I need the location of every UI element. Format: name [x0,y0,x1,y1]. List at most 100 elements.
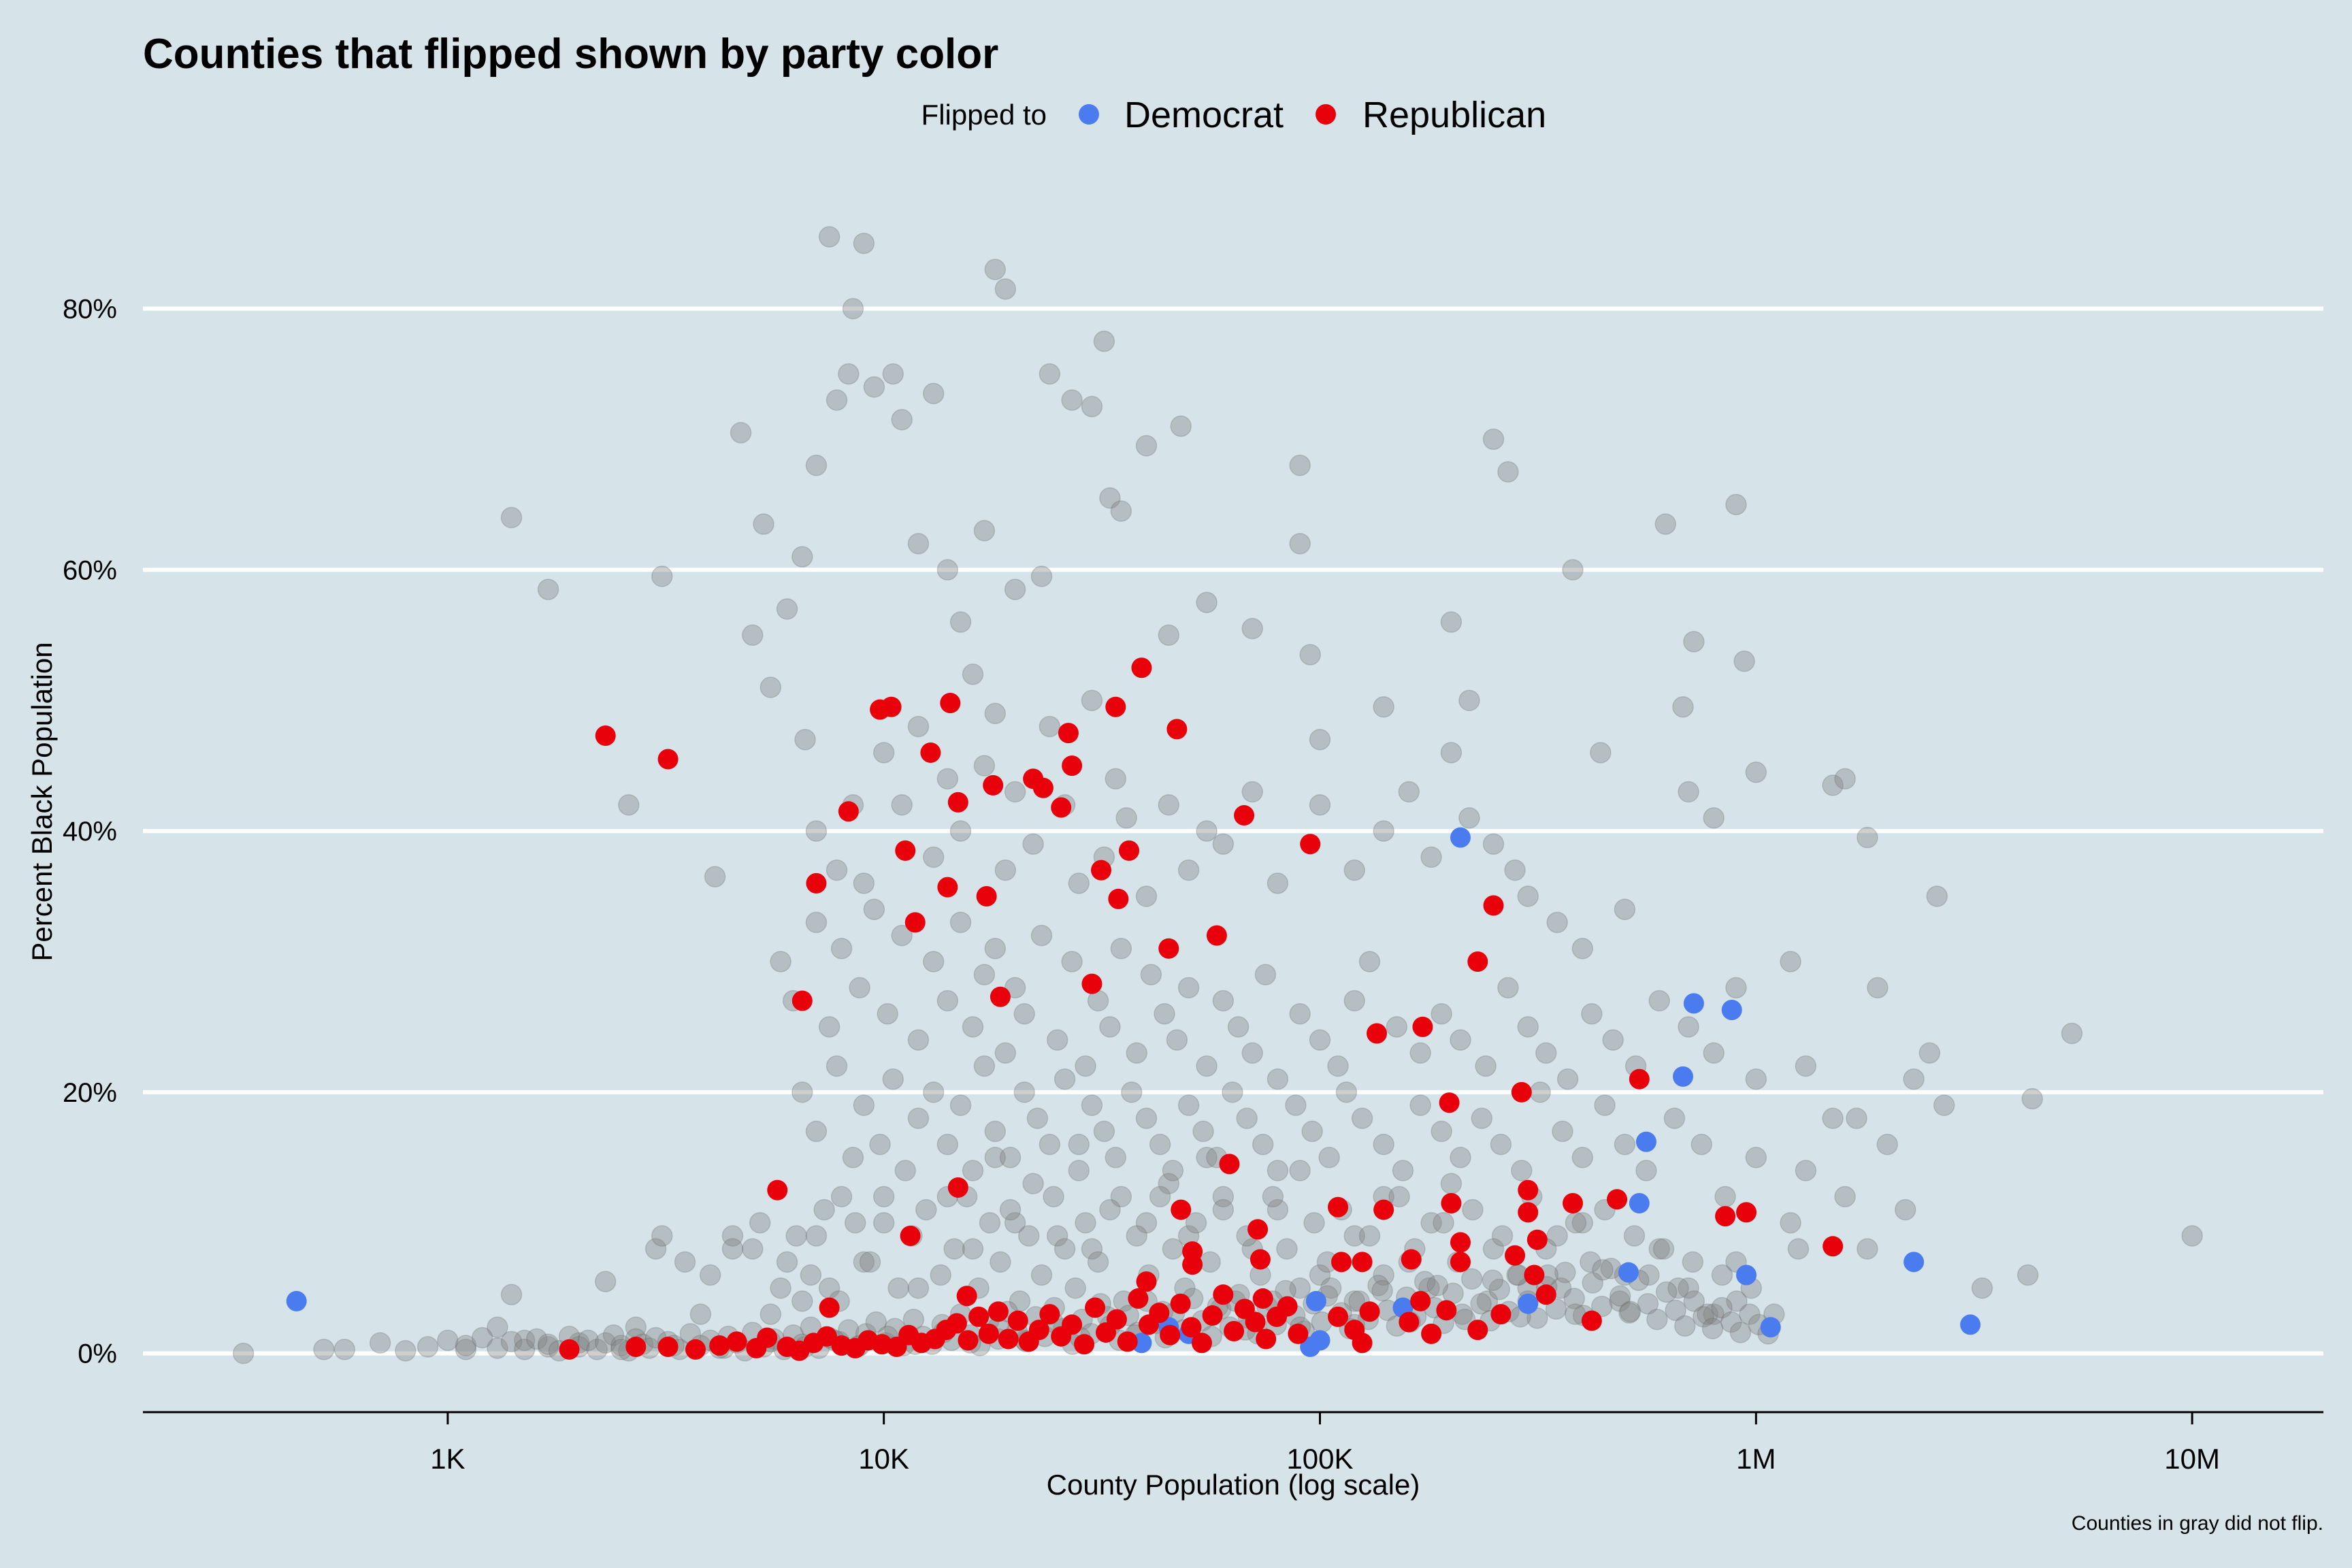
gray-point [1289,1277,1311,1299]
gray-point [949,1094,972,1116]
republican-point [976,886,997,907]
gray-point [1571,1212,1594,1234]
gray-point [785,1225,807,1247]
gray-point [1618,1302,1640,1324]
gray-point [1565,1212,1587,1234]
gray-point [1834,768,1856,790]
gray-point [1580,1251,1601,1273]
gray-point [1678,1277,1699,1299]
y-tick-label: 80% [63,295,117,325]
gray-point [1635,1160,1657,1181]
gray-point [1682,1251,1704,1273]
gray-point [1373,1264,1394,1286]
gray-point [1414,1271,1436,1292]
gray-point [1149,1133,1171,1156]
gray-point [704,866,726,887]
gray-point [1592,1259,1614,1281]
republican-point [1401,1249,1422,1270]
gray-point [907,533,930,555]
gray-point [1135,1212,1158,1234]
gray-point [882,363,904,385]
legend: Flipped to Democrat Republican [921,95,1547,135]
legend-label-democrat: Democrat [1124,95,1284,135]
gray-point [936,559,959,581]
republican-point [1715,1206,1736,1227]
republican-point [1441,1192,1462,1213]
x-tick-label: 1K [430,1443,465,1475]
democrat-point [1683,993,1704,1014]
gray-point [437,1329,459,1352]
republican-point [1191,1333,1212,1354]
gray-point [770,1277,791,1299]
gray-point [1013,1002,1035,1025]
gray-point [1061,389,1083,411]
gray-point [1252,1133,1274,1156]
gray-point [1236,1107,1258,1129]
gray-point [537,1336,559,1358]
gray-point [962,1160,984,1181]
gray-point [1154,1002,1175,1025]
republican-point [1412,1016,1433,1037]
democrat-point [1309,1330,1330,1351]
republican-point [1526,1229,1548,1250]
gray-point [1039,715,1061,738]
republican-point [940,693,961,714]
gray-point [915,1198,937,1221]
gray-point [1471,1107,1493,1129]
gray-point [853,1251,875,1273]
republican-point [1062,1314,1083,1335]
gray-point [936,990,959,1012]
republican-point [1436,1300,1457,1321]
republican-point [1166,719,1188,740]
gray-point [2016,1264,2039,1286]
gray-point [894,1160,916,1181]
gray-point [1135,435,1158,457]
republican-point [1483,895,1504,916]
data-points [232,226,2203,1365]
gray-point [907,715,930,738]
gray-point [1343,1290,1365,1312]
gray-point [805,455,828,476]
gray-point [1725,493,1747,516]
republican-point [559,1339,580,1360]
gray-point [999,1147,1022,1169]
republican-point [1399,1311,1420,1333]
gray-point [1196,1055,1218,1077]
gray-point [1546,1225,1568,1247]
gray-point [1733,650,1755,672]
gray-point [232,1342,255,1365]
gray-point [800,1264,822,1286]
gray-point [1795,1160,1817,1181]
gray-point [849,977,870,999]
gray-point [1678,781,1699,803]
gray-point [1431,1002,1452,1025]
republican-point [900,1225,921,1246]
gray-point [994,859,1017,881]
gray-point [922,951,945,973]
republican-point [806,872,827,894]
gray-point [1703,807,1725,829]
gray-point [1638,1264,1660,1286]
gray-point [844,1212,866,1234]
gray-point [794,729,816,751]
republican-point [1171,1199,1192,1220]
gray-point [602,1324,625,1346]
gray-point [1026,1107,1049,1129]
gray-point [1158,624,1180,646]
gray-point [922,382,945,404]
gray-point [1822,1107,1844,1129]
republican-point [1160,1324,1181,1345]
gray-point [865,1311,887,1333]
republican-point [1081,973,1102,994]
gray-point [471,1326,493,1349]
gray-point [721,1225,744,1247]
gray-point [1517,1016,1539,1038]
gray-point [1267,1160,1289,1181]
republican-point [1234,805,1255,826]
gray-point [1343,1225,1365,1247]
gray-point [1739,1303,1761,1325]
gray-point [1299,644,1321,666]
legend-marker-republican [1316,104,1336,125]
gray-point [760,1303,782,1325]
